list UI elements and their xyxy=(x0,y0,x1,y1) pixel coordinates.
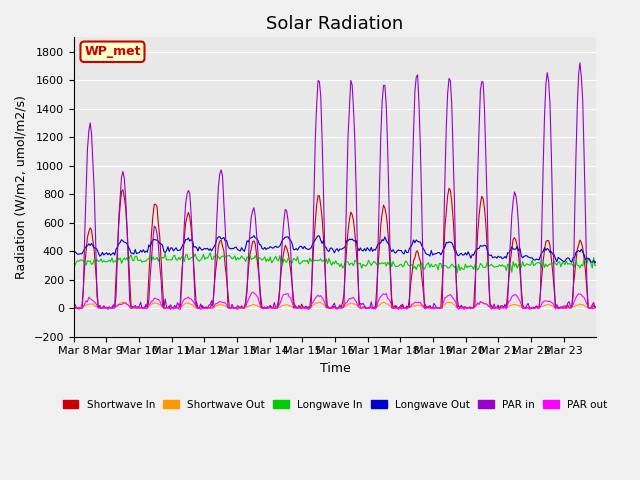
PAR out xyxy=(88,297,95,302)
Shortwave Out xyxy=(104,305,112,311)
Line: Longwave In: Longwave In xyxy=(74,253,596,273)
Shortwave In xyxy=(593,305,600,311)
Longwave Out xyxy=(104,252,112,258)
PAR out xyxy=(104,307,112,312)
Line: PAR in: PAR in xyxy=(74,63,596,308)
Shortwave In xyxy=(89,237,97,243)
PAR in xyxy=(576,60,584,66)
PAR out xyxy=(445,292,453,298)
Shortwave In xyxy=(340,291,348,297)
Line: Longwave Out: Longwave Out xyxy=(74,236,596,263)
Longwave In xyxy=(206,250,214,256)
Shortwave Out xyxy=(444,299,451,305)
Shortwave Out xyxy=(88,301,95,307)
Shortwave In xyxy=(591,303,599,309)
X-axis label: Time: Time xyxy=(320,362,351,375)
PAR in xyxy=(89,160,97,166)
Line: Shortwave Out: Shortwave Out xyxy=(74,302,596,308)
PAR in xyxy=(70,303,77,309)
Longwave In xyxy=(340,264,348,269)
Longwave Out xyxy=(70,251,77,257)
Shortwave Out xyxy=(339,305,346,311)
Shortwave In xyxy=(106,305,113,311)
PAR out xyxy=(523,305,531,311)
PAR out xyxy=(591,305,599,311)
PAR out xyxy=(342,300,349,306)
Shortwave In xyxy=(70,305,77,311)
Longwave Out xyxy=(444,240,451,246)
Line: Shortwave In: Shortwave In xyxy=(74,188,596,308)
Y-axis label: Radiation (W/m2, umol/m2/s): Radiation (W/m2, umol/m2/s) xyxy=(15,95,28,279)
Longwave In xyxy=(453,270,461,276)
Shortwave In xyxy=(445,185,453,191)
Shortwave In xyxy=(71,305,79,311)
Longwave In xyxy=(593,263,600,269)
Longwave Out xyxy=(88,240,95,246)
PAR in xyxy=(593,304,600,310)
Longwave In xyxy=(88,262,95,267)
PAR in xyxy=(106,304,113,310)
Longwave In xyxy=(104,259,112,264)
Longwave Out xyxy=(591,260,599,266)
Shortwave Out xyxy=(590,305,598,311)
Shortwave Out xyxy=(70,305,77,311)
Line: PAR out: PAR out xyxy=(74,292,596,310)
PAR out xyxy=(593,304,600,310)
Longwave In xyxy=(70,259,77,265)
Longwave Out xyxy=(590,258,598,264)
Longwave In xyxy=(523,261,531,266)
Shortwave Out xyxy=(442,300,450,306)
Legend: Shortwave In, Shortwave Out, Longwave In, Longwave Out, PAR in, PAR out: Shortwave In, Shortwave Out, Longwave In… xyxy=(58,396,612,414)
Shortwave In xyxy=(444,193,451,199)
Longwave Out xyxy=(593,258,600,264)
Longwave Out xyxy=(340,245,348,251)
Shortwave Out xyxy=(522,305,529,311)
PAR out xyxy=(70,305,77,311)
PAR in xyxy=(73,305,81,311)
Text: WP_met: WP_met xyxy=(84,45,141,58)
Title: Solar Radiation: Solar Radiation xyxy=(266,15,404,33)
PAR out xyxy=(106,305,113,311)
PAR out xyxy=(249,289,257,295)
PAR in xyxy=(444,90,451,96)
Longwave Out xyxy=(250,233,258,239)
PAR in xyxy=(340,302,348,308)
PAR in xyxy=(591,305,599,311)
Shortwave Out xyxy=(593,305,600,311)
Longwave In xyxy=(591,263,599,268)
PAR in xyxy=(522,305,529,311)
Longwave In xyxy=(444,265,451,271)
Shortwave In xyxy=(523,305,531,311)
Longwave Out xyxy=(522,253,529,259)
